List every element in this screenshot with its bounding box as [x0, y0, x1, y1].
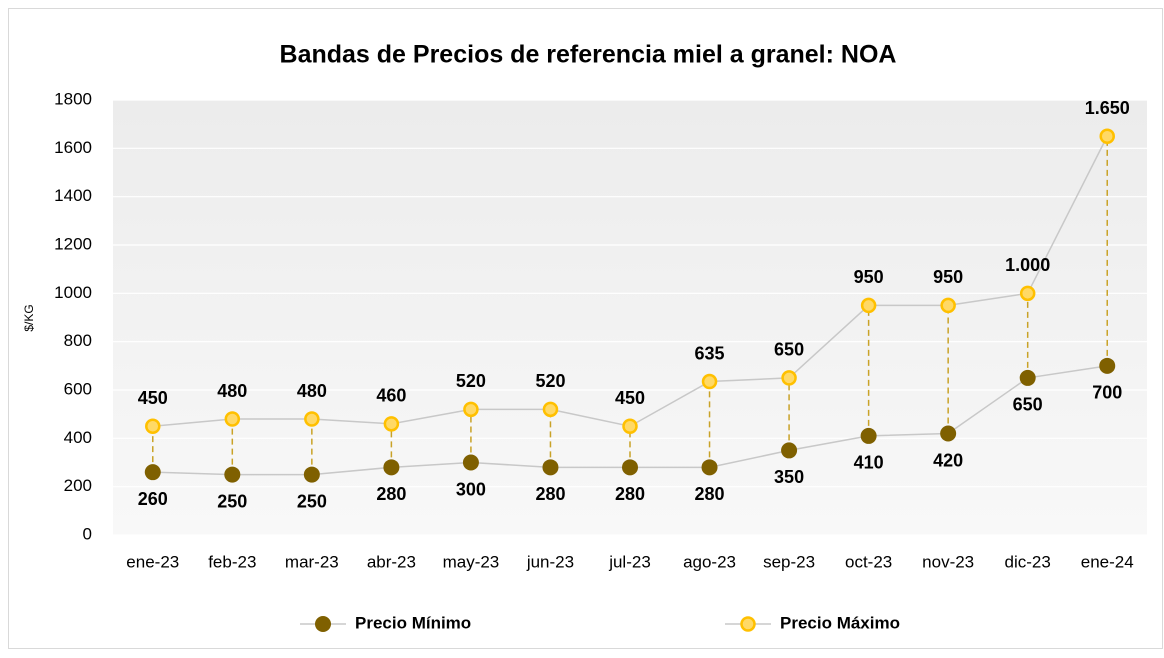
data-label: 280	[615, 484, 645, 504]
data-label: 1.650	[1085, 98, 1130, 118]
data-label: 650	[1013, 395, 1043, 415]
y-axis-label: $/KG	[22, 304, 36, 331]
marker	[145, 418, 161, 434]
y-tick-label: 800	[64, 331, 92, 350]
x-tick-label: feb-23	[208, 552, 256, 571]
marker	[622, 418, 638, 434]
data-label: 460	[376, 386, 406, 406]
legend-label: Precio Máximo	[780, 613, 900, 632]
marker	[701, 373, 718, 390]
marker	[1099, 128, 1115, 144]
y-tick-label: 1600	[54, 138, 92, 157]
marker	[1099, 357, 1116, 374]
y-tick-label: 1800	[54, 89, 92, 108]
legend-marker	[740, 616, 756, 632]
marker	[940, 425, 957, 442]
x-tick-label: ene-23	[126, 552, 179, 571]
x-tick-label: oct-23	[845, 552, 892, 571]
data-label: 280	[535, 484, 565, 504]
data-label: 410	[854, 453, 884, 473]
x-tick-label: jul-23	[608, 552, 651, 571]
x-tick-label: abr-23	[367, 552, 416, 571]
marker	[781, 370, 797, 386]
chart-title: Bandas de Precios de referencia miel a g…	[280, 41, 897, 69]
marker	[303, 466, 320, 483]
marker	[542, 459, 559, 476]
marker	[1019, 369, 1036, 386]
marker	[224, 411, 241, 427]
x-tick-label: nov-23	[922, 552, 974, 571]
data-label: 280	[695, 484, 725, 504]
data-label: 700	[1092, 383, 1122, 403]
legend-marker	[315, 616, 331, 632]
data-label: 250	[217, 491, 247, 511]
data-label: 1.000	[1005, 255, 1050, 275]
x-tick-label: mar-23	[285, 552, 339, 571]
x-tick-label: sep-23	[763, 552, 815, 571]
x-tick-label: dic-23	[1005, 552, 1051, 571]
y-tick-label: 1000	[54, 283, 92, 302]
data-label: 250	[297, 491, 327, 511]
marker	[860, 297, 877, 314]
marker	[1019, 285, 1036, 302]
y-tick-label: 400	[64, 428, 92, 447]
marker	[462, 454, 479, 471]
marker	[940, 297, 956, 314]
data-label: 635	[695, 343, 725, 363]
legend-label: Precio Mínimo	[355, 613, 471, 632]
marker	[224, 466, 241, 483]
data-label: 520	[456, 371, 486, 391]
marker	[781, 442, 798, 459]
marker	[383, 459, 400, 476]
data-label: 650	[774, 340, 804, 360]
data-label: 450	[138, 388, 168, 408]
marker	[383, 416, 400, 432]
x-tick-label: ago-23	[683, 552, 736, 571]
data-label: 950	[933, 267, 963, 287]
data-label: 480	[297, 381, 327, 401]
x-tick-label: jun-23	[526, 552, 574, 571]
data-label: 420	[933, 450, 963, 470]
y-tick-label: 600	[64, 379, 92, 398]
marker	[701, 459, 718, 476]
marker	[144, 464, 161, 481]
x-tick-label: may-23	[443, 552, 500, 571]
data-label: 280	[376, 484, 406, 504]
y-tick-label: 1400	[54, 186, 92, 205]
marker	[542, 401, 559, 418]
marker	[304, 411, 320, 427]
data-label: 950	[854, 267, 884, 287]
y-tick-label: 200	[64, 476, 92, 495]
data-label: 300	[456, 479, 486, 499]
y-tick-label: 0	[83, 524, 92, 543]
y-tick-label: 1200	[54, 234, 92, 253]
x-tick-label: ene-24	[1081, 552, 1134, 571]
data-label: 350	[774, 467, 804, 487]
data-label: 480	[217, 381, 247, 401]
data-label: 260	[138, 489, 168, 509]
marker	[860, 427, 877, 444]
marker	[463, 401, 479, 418]
data-label: 520	[535, 371, 565, 391]
data-label: 450	[615, 388, 645, 408]
marker	[622, 459, 638, 476]
